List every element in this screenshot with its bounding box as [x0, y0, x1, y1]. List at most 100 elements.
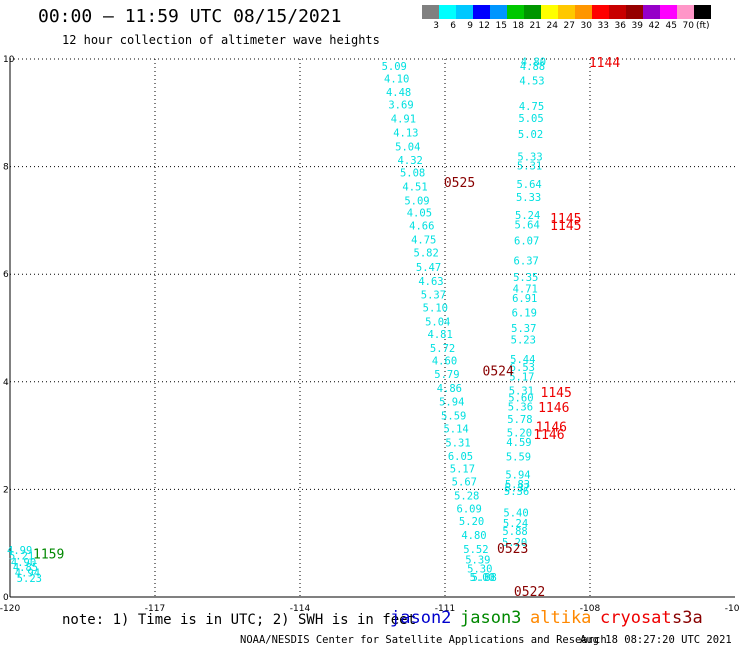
wave-height-label: 5.83: [505, 479, 530, 491]
x-tick-label: -114: [290, 604, 311, 614]
chart-title: 00:00 – 11:59 UTC 08/15/2021: [38, 6, 342, 27]
y-tick-label: 6: [3, 270, 9, 280]
wave-height-label: 4.94: [15, 568, 40, 580]
wave-height-label: 5.39: [465, 555, 490, 567]
wave-height-label: 5.24: [503, 518, 528, 530]
legend-label: 30: [580, 21, 592, 31]
wave-height-label: 4.13: [393, 127, 418, 139]
satellite-s3a: s3a: [672, 608, 703, 628]
wave-height-label: 4.88: [520, 61, 545, 73]
credit-text: NOAA/NESDIS Center for Satellite Applica…: [240, 634, 607, 646]
wave-height-label: 5.33: [517, 152, 542, 164]
pass-time-label: 0523: [497, 542, 528, 557]
wave-height-label: 5.31: [517, 160, 542, 172]
legend-swatch: [592, 5, 609, 19]
legend-swatch: [490, 5, 507, 19]
legend-swatch: [524, 5, 541, 19]
satellite-jason2: jason2: [390, 608, 452, 628]
wave-height-label: 5.08: [400, 167, 425, 179]
wave-height-label: 5.00: [470, 572, 495, 584]
legend-label: 6: [450, 21, 456, 31]
legend-swatch: [422, 5, 439, 19]
wave-height-label: 6.09: [457, 504, 482, 516]
wave-height-label: 5.72: [430, 343, 455, 355]
pass-time-label: 1144: [589, 56, 620, 71]
wave-height-label: 5.44: [510, 354, 535, 366]
wave-height-label: 5.79: [434, 369, 459, 381]
wave-height-label: 5.94: [505, 470, 530, 482]
wave-height-label: 4.32: [398, 155, 423, 167]
wave-height-label: 4.60: [432, 356, 457, 368]
legend-swatch: [558, 5, 575, 19]
legend-label: 70: [682, 21, 694, 31]
wave-height-label: 5.20: [502, 537, 527, 549]
wave-height-label: 4.81: [428, 329, 453, 341]
legend-swatch: [439, 5, 456, 19]
color-legend: 3 6 9 12 15 18 21 24 27 30 33 36 39 42 45 70 (ft): [422, 5, 711, 31]
wave-height-label: 3.69: [388, 99, 413, 111]
legend-swatches: [422, 5, 711, 19]
y-tick-label: 0: [3, 593, 9, 603]
wave-height-label: 5.60: [508, 393, 533, 405]
pass-time-label: 0525: [444, 176, 475, 191]
y-tick-label: 4: [3, 378, 9, 388]
legend-swatch: [660, 5, 677, 19]
legend-label: 3: [433, 21, 439, 31]
legend-swatch: [609, 5, 626, 19]
wave-height-label: 5.36: [504, 486, 529, 498]
wave-height-label: 5.17: [450, 464, 475, 476]
wave-height-label: 4.71: [513, 283, 538, 295]
wave-height-label: 5.30: [467, 563, 492, 575]
wave-height-label: 5.40: [503, 507, 528, 519]
wave-height-label: 6.19: [512, 308, 537, 320]
satellite-jason3: jason3: [460, 608, 522, 628]
wave-height-label: 4.53: [519, 75, 544, 87]
legend-label: 15: [495, 21, 507, 31]
legend-label: 42: [648, 21, 660, 31]
satellite-cryosat: cryosat: [600, 608, 672, 628]
y-tick-label: 10: [3, 55, 15, 65]
generated-timestamp: Aug 18 08:27:20 UTC 2021: [580, 634, 732, 646]
wave-height-label: 5.02: [518, 129, 543, 141]
wave-height-label: 5.94: [439, 396, 464, 408]
wave-height-label: 5.37: [511, 323, 536, 335]
wave-height-label: 5.14: [443, 423, 468, 435]
wave-height-label: 5.88: [502, 526, 527, 538]
wave-height-label: 6.05: [448, 451, 473, 463]
wave-height-label: 5.21: [9, 550, 34, 562]
legend-label: 33: [597, 21, 609, 31]
wave-height-label: 5.37: [504, 483, 529, 495]
legend-label: 9: [467, 21, 473, 31]
wave-height-label: 5.59: [441, 410, 466, 422]
pass-time-label: 1159: [33, 547, 64, 562]
x-tick-label: -108: [580, 604, 601, 614]
wave-height-label: 5.67: [452, 477, 477, 489]
wave-height-label: 5.37: [421, 289, 446, 301]
x-tick-label: -117: [145, 604, 165, 614]
legend-swatch: [473, 5, 490, 19]
y-tick-label: 8: [3, 163, 9, 173]
wave-height-label: 5.09: [382, 61, 407, 73]
wave-height-label: 5.31: [509, 386, 534, 398]
legend-unit: (ft): [696, 21, 710, 31]
legend-swatch: [541, 5, 558, 19]
wave-height-label: 5.36: [508, 401, 533, 413]
legend-swatch: [507, 5, 524, 19]
legend-swatch: [643, 5, 660, 19]
wave-height-label: 5.04: [395, 141, 420, 153]
wave-height-label: 5.04: [425, 316, 450, 328]
wave-height-label: 5.20: [459, 516, 484, 528]
wave-height-label: 5.09: [404, 195, 429, 207]
wave-height-label: 4.80: [521, 56, 546, 68]
pass-time-label: 1146: [533, 428, 564, 443]
wave-height-label: 6.91: [512, 293, 537, 305]
x-tick-label: -111: [435, 604, 455, 614]
legend-swatch: [456, 5, 473, 19]
wave-height-label: 5.47: [416, 262, 441, 274]
wave-height-label: 4.99: [7, 545, 32, 557]
wave-height-label: 6.07: [514, 236, 539, 248]
y-tick-label: 2: [3, 485, 9, 495]
wave-height-label: 4.51: [402, 181, 427, 193]
wave-height-label: 5.17: [509, 372, 534, 384]
